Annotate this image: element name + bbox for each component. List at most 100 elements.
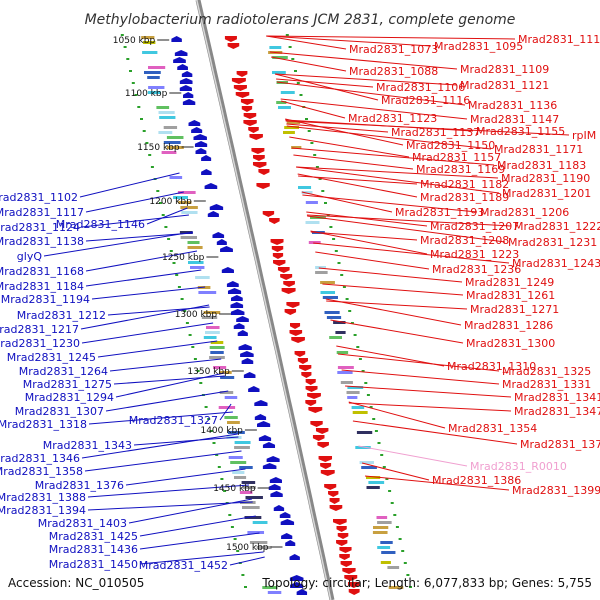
category-bar xyxy=(239,491,253,494)
gene-leader-line xyxy=(306,211,428,227)
forward-strand-feature xyxy=(310,421,323,427)
outer-tick xyxy=(329,226,333,228)
forward-strand-feature xyxy=(258,169,270,175)
inner-tick xyxy=(161,214,165,216)
inner-tick xyxy=(199,382,203,384)
forward-strand-feature xyxy=(224,36,237,42)
category-bar xyxy=(239,466,253,469)
inner-tick xyxy=(164,226,168,228)
outer-tick xyxy=(364,382,368,384)
gene-leader-line xyxy=(296,166,499,179)
outer-tick xyxy=(337,262,341,264)
inner-tick xyxy=(123,46,127,48)
category-bar xyxy=(355,446,371,449)
gene-leader-line xyxy=(85,191,184,213)
forward-strand-feature xyxy=(291,337,305,343)
gene-leader-line xyxy=(297,173,418,198)
category-bar xyxy=(308,241,321,244)
gene-leader-line xyxy=(229,556,265,566)
category-bar xyxy=(320,291,336,294)
gene-label: Mrad2831_1102 xyxy=(0,191,78,204)
gene-leader-line xyxy=(310,230,428,255)
gene-label: Mrad2831_1150 xyxy=(406,139,495,152)
reverse-strand-feature xyxy=(236,316,249,322)
gene-leader-line xyxy=(97,340,218,358)
reverse-strand-feature xyxy=(204,183,218,189)
gene-leader-line xyxy=(306,214,512,227)
category-bar xyxy=(336,351,349,354)
outer-tick xyxy=(361,370,365,372)
forward-strand-feature xyxy=(348,589,360,595)
outer-tick xyxy=(366,394,370,396)
category-bar xyxy=(205,331,220,334)
category-bar xyxy=(187,241,200,244)
outer-tick xyxy=(291,58,295,60)
gene-label: Mrad2831_1394 xyxy=(0,504,86,517)
category-bar xyxy=(206,326,220,329)
gene-leader-line xyxy=(361,462,430,481)
gene-label: Mrad2831_1354 xyxy=(448,422,537,435)
inner-tick xyxy=(233,538,237,540)
inner-tick xyxy=(223,490,227,492)
category-bar xyxy=(234,441,251,444)
reverse-strand-feature xyxy=(248,386,260,392)
reverse-strand-feature xyxy=(230,302,244,308)
reverse-strand-feature xyxy=(193,134,207,140)
gene-label: Mrad2831_1147 xyxy=(470,113,559,126)
forward-strand-feature xyxy=(333,519,347,525)
category-bar xyxy=(161,151,177,154)
category-bar xyxy=(158,131,173,134)
category-bar xyxy=(284,126,299,129)
gene-leader-line xyxy=(271,56,347,72)
gene-label: Mrad2831_R0010 xyxy=(470,460,567,473)
gene-label: Mrad2831_1327 xyxy=(129,414,218,427)
gene-leader-line xyxy=(85,269,202,287)
gene-leader-line xyxy=(88,411,233,425)
category-bar xyxy=(315,271,328,274)
category-bar xyxy=(347,386,364,389)
forward-strand-feature xyxy=(297,358,308,364)
gene-leader-line xyxy=(85,232,194,242)
outer-tick xyxy=(385,478,389,480)
forward-strand-feature xyxy=(299,365,312,371)
map-title: Methylobacterium radiotolerans JCM 2831,… xyxy=(85,12,516,28)
category-bar xyxy=(356,431,373,434)
category-bar xyxy=(190,266,205,269)
outer-tick xyxy=(324,202,327,204)
forward-strand-feature xyxy=(320,470,335,476)
kbp-tick-label: 1150 kbp xyxy=(137,143,180,153)
gene-label: Mrad2831_1310 xyxy=(447,360,536,373)
category-bar xyxy=(163,126,178,129)
gene-label: Mrad2831_1307 xyxy=(15,405,104,418)
outer-tick xyxy=(310,142,314,144)
kbp-tick-label: 1400 kbp xyxy=(200,426,243,436)
gene-leader-line xyxy=(274,73,379,101)
outer-tick xyxy=(296,82,300,84)
gene-label: Mrad2831_1208 xyxy=(420,234,509,247)
gene-leader-line xyxy=(276,81,466,106)
category-bar xyxy=(156,106,170,109)
category-bar xyxy=(377,546,391,549)
gene-label: Mrad2831_1217 xyxy=(0,323,79,336)
forward-strand-feature xyxy=(329,498,340,504)
gene-label: Mrad2831_1231 xyxy=(508,236,597,249)
forward-strand-feature xyxy=(235,92,250,98)
inner-tick xyxy=(145,142,149,144)
category-bar xyxy=(141,36,155,39)
category-bar xyxy=(142,51,158,54)
gene-leader-line xyxy=(322,283,464,296)
outer-tick xyxy=(288,46,292,48)
gene-label: Mrad2831_1386 xyxy=(432,474,521,487)
category-bar xyxy=(147,91,161,94)
reverse-strand-feature xyxy=(201,155,212,161)
reverse-strand-feature xyxy=(173,57,186,63)
gene-label: Mrad2831_1425 xyxy=(49,530,138,543)
gene-label: Mrad2831_1184 xyxy=(0,280,84,293)
outer-tick xyxy=(299,94,303,96)
outer-tick xyxy=(307,130,311,132)
outer-tick xyxy=(401,550,405,552)
reverse-strand-feature xyxy=(182,99,196,105)
genome-summary-text: Topology: circular; Length: 6,077,833 bp… xyxy=(261,576,592,590)
forward-strand-feature xyxy=(273,260,286,266)
category-bar xyxy=(166,136,184,139)
